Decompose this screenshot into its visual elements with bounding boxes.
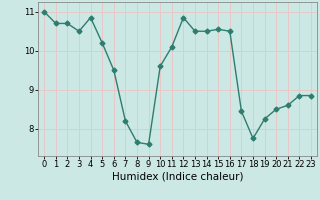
X-axis label: Humidex (Indice chaleur): Humidex (Indice chaleur): [112, 172, 243, 182]
